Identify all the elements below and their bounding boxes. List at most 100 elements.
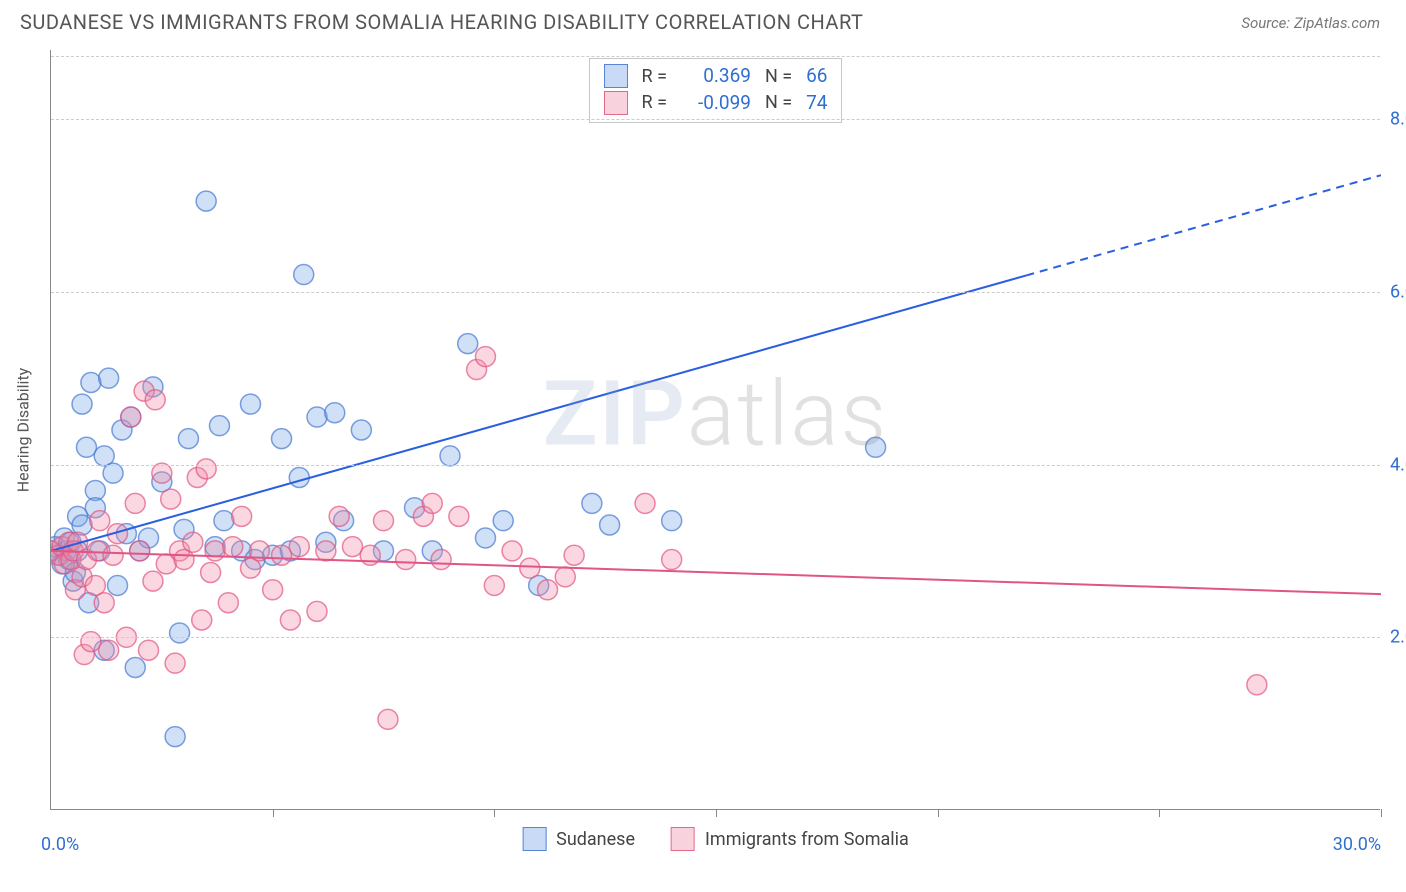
data-point: [108, 575, 128, 595]
y-axis-label: Hearing Disability: [14, 367, 33, 492]
data-point: [329, 506, 349, 526]
data-point: [502, 541, 522, 561]
swatch-icon: [604, 64, 628, 88]
data-point: [223, 537, 243, 557]
data-point: [280, 610, 300, 630]
data-point: [866, 437, 886, 457]
y-tick-label: 6.0%: [1390, 281, 1406, 302]
data-point: [294, 265, 314, 285]
data-point: [582, 493, 602, 513]
data-point: [76, 437, 96, 457]
data-point: [307, 407, 327, 427]
x-tick: [494, 809, 495, 817]
data-point: [555, 567, 575, 587]
r-value: -0.099: [681, 90, 751, 117]
legend: Sudanese Immigrants from Somalia: [522, 827, 909, 851]
x-tick: [273, 809, 274, 817]
grid-line: [51, 465, 1380, 466]
data-point: [374, 511, 394, 531]
n-label: N =: [765, 64, 792, 89]
legend-label: Sudanese: [556, 829, 635, 850]
trend-line-dashed: [1026, 175, 1381, 275]
data-point: [484, 575, 504, 595]
y-tick-label: 8.0%: [1390, 109, 1406, 130]
data-point: [218, 593, 238, 613]
data-point: [143, 571, 163, 591]
data-point: [272, 545, 292, 565]
n-label: N =: [765, 90, 792, 115]
data-point: [431, 550, 451, 570]
y-tick-label: 2.0%: [1390, 627, 1406, 648]
data-point: [209, 416, 229, 436]
data-point: [103, 463, 123, 483]
chart-container: Hearing Disability ZIPatlas R = 0.369 N …: [50, 50, 1380, 850]
data-point: [272, 429, 292, 449]
data-point: [99, 640, 119, 660]
x-tick-label-right: 30.0%: [1333, 834, 1381, 855]
data-point: [564, 545, 584, 565]
data-point: [196, 191, 216, 211]
page-title: SUDANESE VS IMMIGRANTS FROM SOMALIA HEAR…: [20, 10, 863, 34]
plot-area: Hearing Disability ZIPatlas R = 0.369 N …: [50, 50, 1380, 810]
grid-line: [51, 292, 1380, 293]
x-tick: [716, 809, 717, 817]
data-point: [493, 511, 513, 531]
data-point: [145, 390, 165, 410]
data-point: [378, 709, 398, 729]
x-tick: [1381, 809, 1382, 817]
r-label: R =: [642, 90, 667, 115]
data-point: [121, 407, 141, 427]
scatter-svg: [51, 50, 1381, 810]
grid-line: [51, 56, 1380, 57]
data-point: [205, 541, 225, 561]
swatch-icon: [604, 91, 628, 115]
data-point: [440, 446, 460, 466]
data-point: [161, 489, 181, 509]
y-tick-label: 4.0%: [1390, 454, 1406, 475]
stats-row: R = 0.369 N = 66: [604, 63, 828, 90]
data-point: [183, 532, 203, 552]
grid-line: [51, 119, 1380, 120]
data-point: [538, 580, 558, 600]
data-point: [635, 493, 655, 513]
data-point: [130, 541, 150, 561]
data-point: [165, 653, 185, 673]
x-tick-label-left: 0.0%: [41, 834, 79, 855]
data-point: [458, 334, 478, 354]
data-point: [125, 493, 145, 513]
data-point: [170, 623, 190, 643]
data-point: [422, 493, 442, 513]
n-value: 66: [806, 63, 827, 90]
stats-box: R = 0.369 N = 66 R = -0.099 N = 74: [589, 58, 843, 123]
data-point: [307, 601, 327, 621]
data-point: [165, 727, 185, 747]
data-point: [520, 558, 540, 578]
data-point: [99, 368, 119, 388]
r-label: R =: [642, 64, 667, 89]
data-point: [475, 528, 495, 548]
data-point: [94, 593, 114, 613]
data-point: [1247, 675, 1267, 695]
trend-line: [51, 275, 1026, 550]
data-point: [72, 394, 92, 414]
data-point: [396, 550, 416, 570]
x-tick: [1159, 809, 1160, 817]
n-value: 74: [806, 90, 827, 117]
data-point: [178, 429, 198, 449]
stats-row: R = -0.099 N = 74: [604, 90, 828, 117]
swatch-icon: [522, 827, 546, 851]
legend-label: Immigrants from Somalia: [705, 829, 909, 850]
grid-line: [51, 637, 1380, 638]
data-point: [241, 394, 261, 414]
data-point: [289, 537, 309, 557]
data-point: [103, 545, 123, 565]
data-point: [316, 541, 336, 561]
data-point: [201, 563, 221, 583]
data-point: [139, 640, 159, 660]
data-point: [192, 610, 212, 630]
data-point: [90, 511, 110, 531]
source-name: ZipAtlas.com: [1294, 14, 1380, 32]
data-point: [600, 515, 620, 535]
data-point: [81, 373, 101, 393]
data-point: [125, 658, 145, 678]
